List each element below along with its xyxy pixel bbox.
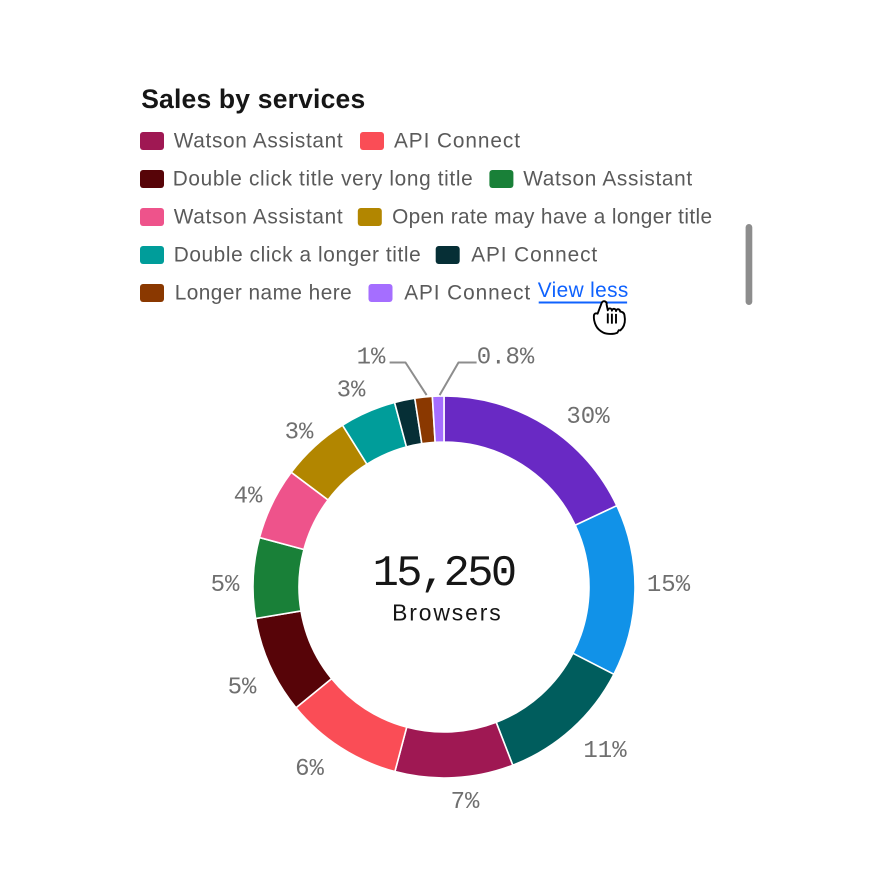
- svg-text:3%: 3%: [337, 378, 366, 405]
- svg-text:Longer name here: Longer name here: [175, 281, 352, 304]
- svg-text:View less: View less: [538, 279, 629, 302]
- svg-text:Open rate may have a longer ti: Open rate may have a longer title: [392, 205, 712, 228]
- svg-text:Watson Assistant: Watson Assistant: [174, 129, 343, 152]
- svg-text:5%: 5%: [228, 675, 257, 702]
- svg-text:4%: 4%: [234, 484, 263, 511]
- svg-text:15%: 15%: [647, 572, 691, 599]
- svg-text:3%: 3%: [285, 420, 314, 447]
- svg-text:Sales by services: Sales by services: [141, 84, 365, 114]
- svg-text:Watson Assistant: Watson Assistant: [523, 167, 692, 190]
- svg-text:7%: 7%: [451, 789, 480, 816]
- svg-text:Browsers: Browsers: [392, 599, 501, 625]
- svg-text:Watson Assistant: Watson Assistant: [174, 205, 343, 228]
- svg-text:1%: 1%: [357, 345, 386, 372]
- svg-text:6%: 6%: [295, 756, 324, 783]
- svg-text:15,250: 15,250: [373, 550, 518, 599]
- svg-text:API Connect: API Connect: [404, 281, 530, 304]
- svg-text:5%: 5%: [211, 572, 240, 599]
- svg-text:API Connect: API Connect: [394, 129, 520, 152]
- svg-text:11%: 11%: [583, 738, 627, 765]
- svg-text:30%: 30%: [566, 404, 610, 431]
- svg-text:API Connect: API Connect: [471, 243, 597, 266]
- svg-text:0.8%: 0.8%: [477, 345, 535, 372]
- svg-text:Double click title very long t: Double click title very long title: [173, 167, 473, 190]
- svg-text:Double click a longer title: Double click a longer title: [174, 243, 421, 266]
